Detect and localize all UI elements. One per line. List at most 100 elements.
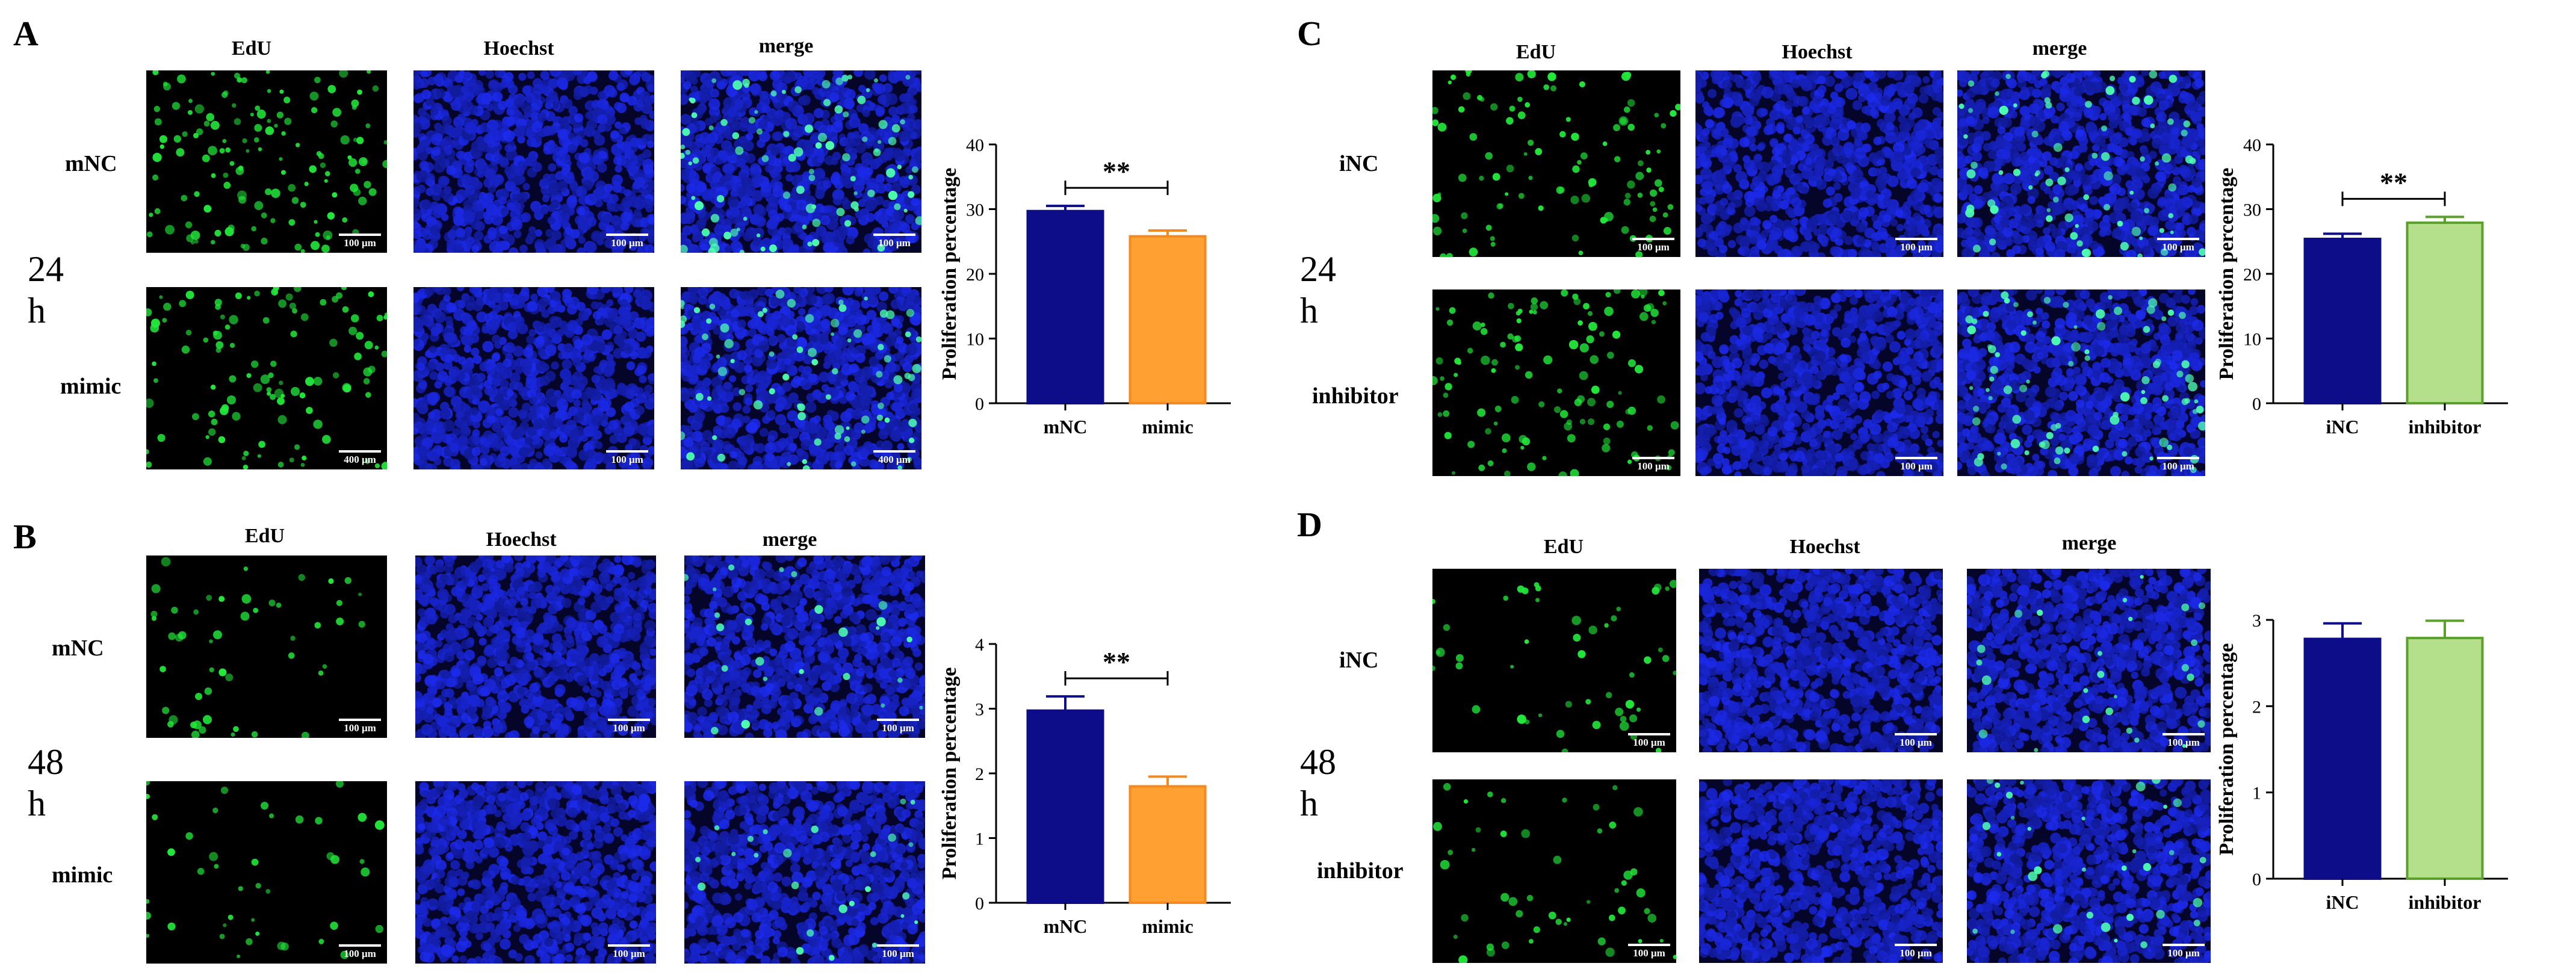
micrograph-hoechst: 100 μm [413,287,654,469]
x-tick-label: mNC [1044,915,1088,937]
bar [1026,709,1104,904]
significance-label: ** [1103,156,1130,187]
bar-chart-svg: Proliferation percentage 0 10 20 30 40 iNC inhi… [2215,135,2508,438]
column-header-merge: merge [758,35,814,57]
bar [2406,637,2484,880]
x-tick-label: mNC [1044,416,1088,438]
micrograph-edu: 100 μm [146,781,387,964]
micrograph-image [1967,779,2211,963]
y-tick-label: 2 [975,764,984,784]
bar [2303,237,2382,404]
y-tick-label: 3 [975,700,984,720]
x-tick-label: iNC [2326,891,2359,913]
scale-bar-label: 100 μm [613,948,645,959]
micrograph-image [684,556,925,738]
y-axis-label: Proliferation percentage [2215,643,2238,856]
micrograph-merge: 100 μm [1967,569,2211,752]
row-label: mimic [60,374,122,399]
column-header-merge: merge [2061,532,2117,554]
column-header-merge: merge [2032,37,2087,60]
micrograph-edu: 100 μm [1432,779,1676,963]
micrograph-image [146,70,387,253]
y-tick-label: 0 [2252,870,2261,890]
micrograph-image [413,287,654,469]
y-tick-label: 30 [2243,200,2261,220]
micrograph-image [1432,569,1676,752]
row-label: inhibitor [1317,858,1404,884]
bar [1129,235,1207,404]
panel-letter: A [13,14,39,53]
scale-bar-label: 100 μm [1900,460,1933,472]
micrograph-image [413,70,654,253]
bar [1129,785,1207,904]
scale-bar-label: 100 μm [2162,241,2194,253]
micrograph-merge: 100 μm [684,556,925,738]
scale-bar-label: 100 μm [1899,737,1932,748]
micrograph-image [1695,289,1943,476]
micrograph-edu: 400 μm [146,287,387,469]
bar-chart-svg: Proliferation percentage 0 1 2 3 iNC inhibitor [2215,611,2508,913]
micrograph-image [415,556,656,738]
y-tick-label: 1 [975,829,984,849]
scale-bar-label: 100 μm [882,722,914,734]
scale-bar-label: 100 μm [2167,947,2200,959]
y-axis-label: Proliferation percentage [938,667,961,880]
column-header-edu: EdU [1543,536,1584,558]
micrograph-image [1699,569,1943,752]
significance-label: ** [2380,167,2407,197]
time-label: 24 h [1300,249,1336,330]
column-header-hoechst: Hoechst [483,37,554,60]
micrograph-edu: 100 μm [1432,569,1676,752]
micrograph-merge: 100 μm [681,70,921,253]
row-label: iNC [1339,648,1379,673]
scale-bar-label: 100 μm [1637,241,1670,253]
micrograph-image [146,781,387,964]
scale-bar-label: 100 μm [1899,947,1932,959]
scale-bar-label: 100 μm [611,237,643,249]
scale-bar-label: 100 μm [613,722,645,734]
x-tick-label: mimic [1142,416,1193,438]
y-axis-label: Proliferation percentage [2215,168,2238,380]
scale-bar-label: 100 μm [611,454,643,465]
bar [1026,209,1104,404]
y-tick-label: 40 [966,135,984,155]
micrograph-image [684,781,925,964]
micrograph-hoechst: 100 μm [415,556,656,738]
micrograph-image [681,70,921,253]
y-tick-label: 10 [966,330,984,350]
micrograph-image [1957,70,2205,257]
micrograph-merge: 100 μm [1957,289,2205,476]
bar-chart-svg: Proliferation percentage 0 10 20 30 40 mNC mimi… [938,135,1231,438]
panel-letter: C [1297,14,1322,53]
y-tick-label: 20 [2243,265,2261,285]
bar [2406,221,2484,404]
column-header-hoechst: Hoechst [1782,41,1853,63]
micrograph-image [1967,569,2211,752]
panel-letter: B [13,517,37,556]
x-tick-label: iNC [2326,416,2359,438]
micrograph-edu: 100 μm [1432,70,1680,257]
micrograph-image [1432,289,1680,476]
scale-bar-label: 400 μm [878,454,911,465]
scale-bar-label: 100 μm [1637,460,1670,472]
scale-bar-label: 100 μm [1900,241,1933,253]
y-tick-label: 0 [2252,394,2261,414]
row-label: mimic [52,862,113,888]
scale-bar-label: 100 μm [2167,737,2200,748]
micrograph-hoechst: 100 μm [1695,70,1943,257]
bar-chart: Proliferation percentage 0 1 2 3 4 mNC mimic ** [938,626,1252,963]
y-tick-label: 2 [2252,697,2261,717]
micrograph-hoechst: 100 μm [415,781,656,964]
micrograph-hoechst: 100 μm [1699,779,1943,963]
row-label: mNC [65,151,117,176]
time-label: 48 h [1300,742,1336,823]
y-tick-label: 1 [2252,784,2261,803]
micrograph-merge: 400 μm [681,287,921,469]
scale-bar-label: 400 μm [344,454,376,465]
y-tick-label: 20 [966,265,984,285]
y-tick-label: 0 [975,394,984,414]
column-header-edu: EdU [231,37,272,60]
bar-chart: Proliferation percentage 0 10 20 30 40 mNC mimi… [938,126,1252,463]
micrograph-image [146,556,387,738]
micrograph-image [1699,779,1943,963]
